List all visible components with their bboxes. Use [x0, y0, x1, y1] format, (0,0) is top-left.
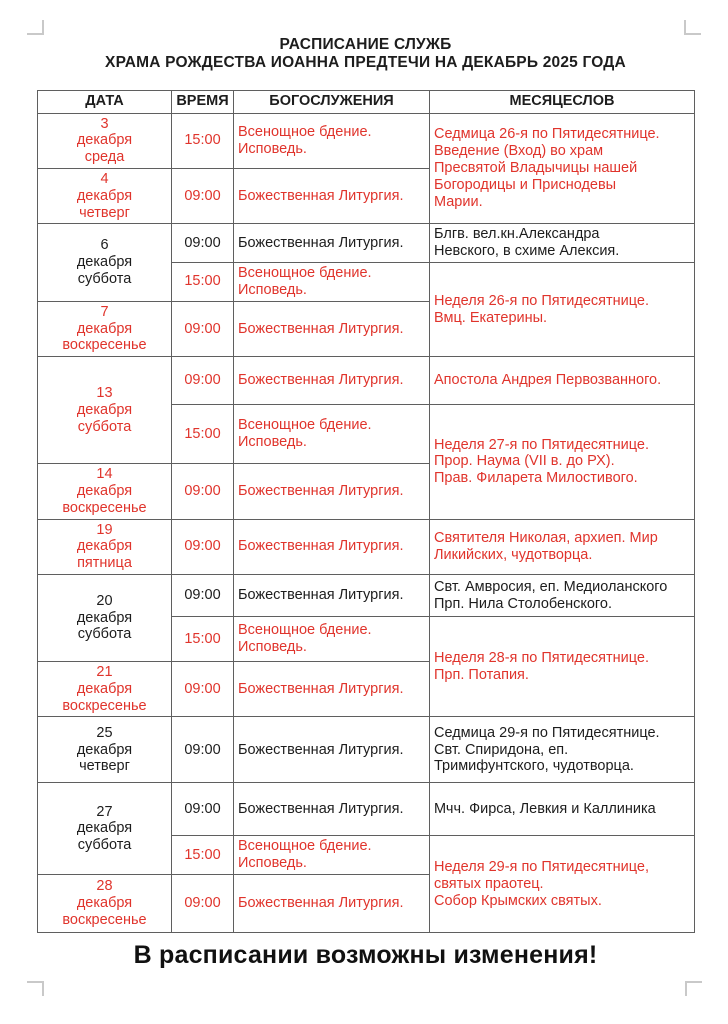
time-cell: 09:00: [171, 356, 234, 406]
page-title: РАСПИСАНИЕ СЛУЖБ ХРАМА РОЖДЕСТВА ИОАННА …: [37, 36, 694, 73]
time-cell: 09:00: [171, 782, 234, 837]
schedule-body: 3 декабря среда 15:00 Всенощное бдение. Испов…: [37, 112, 695, 934]
footer-note: В расписании возможны изменения!: [133, 941, 598, 970]
service-cell: Божественная Литургия.: [233, 716, 430, 784]
time-cell: 09:00: [171, 167, 234, 225]
date-cell: 14 декабря воскресенье: [37, 463, 172, 520]
header-row: ДАТА ВРЕМЯ БОГОСЛУЖЕНИЯ МЕСЯЦЕСЛОВ: [37, 89, 695, 114]
column-header-date: ДАТА: [37, 89, 172, 114]
table-row: 19 декабря пятница 09:00 Божественная Литург…: [37, 518, 695, 576]
time-cell: 09:00: [171, 574, 234, 617]
date-cell: 6 декабря суббота: [37, 223, 172, 302]
crop-mark-bottom-right-icon: [685, 981, 702, 996]
table-row: 4 декабря четверг 09:00 Божественная Литурги…: [37, 167, 695, 225]
date-cell: 19 декабря пятница: [37, 518, 172, 576]
menologion-cell: Неделя 28-я по Пятидесятнице. Прп. Потапи…: [429, 615, 695, 718]
date-cell: 21 декабря воскресенье: [37, 660, 172, 718]
table-row: 15:00 Всенощное бдение. Исповедь. Неделя 26…: [38, 262, 695, 358]
date-cell: 4 декабря четверг: [37, 167, 172, 225]
service-cell: Божественная Литургия.: [233, 782, 430, 837]
menologion-cell: Мчч. Фирса, Левкия и Каллиника: [429, 782, 695, 837]
service-cell: Божественная Литургия.: [233, 223, 430, 264]
table-row: 14 декабря воскресенье 09:00 Божественная Ли…: [37, 463, 695, 520]
menologion-cell: Апостола Андрея Первозванного.: [429, 356, 695, 406]
table-row: 6 декабря суббота 09:00 Божественная Литурги…: [37, 223, 695, 302]
time-cell: 09:00: [171, 463, 234, 520]
service-cell: Божественная Литургия.: [233, 574, 430, 617]
column-header-menologion: МЕСЯЦЕСЛОВ: [429, 89, 695, 114]
time-cell: 15:00: [171, 835, 234, 876]
menologion-cell: Седмица 26-я по Пятидесятнице. Введение (…: [429, 112, 695, 225]
time-cell: 09:00: [171, 518, 234, 576]
time-cell: 09:00: [171, 660, 234, 718]
menologion-cell: Неделя 26-я по Пятидесятнице. Вмц. Екатер…: [429, 262, 695, 358]
table-row: 13 декабря суббота 09:00 Божественная Литург…: [37, 356, 695, 465]
time-cell: 15:00: [171, 262, 234, 302]
time-cell: 15:00: [171, 616, 234, 662]
table-row: 28 декабря воскресенье 09:00 Божественная Ли…: [37, 874, 695, 934]
menologion-cell: Святителя Николая, архиеп. Мир Ликийских,…: [429, 518, 695, 576]
service-cell: Всенощное бдение. Исповедь.: [233, 616, 430, 662]
table-row: 7 декабря воскресенье 09:00 Божественная Лит…: [37, 300, 695, 358]
table-row: 15:00 Всенощное бдение. Исповедь. Неделя 28…: [38, 615, 695, 718]
date-cell: 13 декабря суббота: [37, 356, 172, 465]
table-row: 21 декабря воскресенье 09:00 Божественная Ли…: [37, 660, 695, 718]
service-cell: Божественная Литургия.: [233, 300, 430, 358]
date-cell: 20 декабря суббота: [37, 574, 172, 662]
crop-mark-top-left-icon: [27, 20, 44, 35]
table-row: 20 декабря суббота 09:00 Божественная Литург…: [37, 574, 695, 662]
time-cell: 09:00: [171, 300, 234, 358]
date-cell: 7 декабря воскресенье: [37, 300, 172, 358]
column-header-time: ВРЕМЯ: [171, 89, 234, 114]
service-cell: Божественная Литургия.: [233, 660, 430, 718]
schedule-table: ДАТА ВРЕМЯ БОГОСЛУЖЕНИЯ МЕСЯЦЕСЛОВ 3 дека…: [37, 89, 695, 934]
table-row: 3 декабря среда 15:00 Всенощное бдение. Испов…: [37, 112, 695, 225]
time-cell: 09:00: [171, 874, 234, 934]
service-cell: Всенощное бдение. Исповедь.: [233, 112, 430, 170]
crop-mark-top-right-icon: [684, 20, 701, 35]
service-cell: Божественная Литургия.: [233, 167, 430, 225]
page-title-line2: ХРАМА РОЖДЕСТВА ИОАННА ПРЕДТЕЧИ НА ДЕКАБ…: [105, 54, 626, 72]
page-title-line1: РАСПИСАНИЕ СЛУЖБ: [279, 36, 452, 53]
menologion-cell: Седмица 29-я по Пятидесятнице. Свт. Спири…: [429, 716, 695, 784]
menologion-cell: Неделя 27-я по Пятидесятнице. Прор. Наума…: [429, 404, 695, 520]
date-cell: 28 декабря воскресенье: [37, 874, 172, 934]
table-row: 25 декабря четверг 09:00 Божественная Литург…: [37, 716, 695, 784]
date-cell: 3 декабря среда: [37, 112, 172, 170]
service-cell: Всенощное бдение. Исповедь.: [233, 404, 430, 465]
crop-mark-bottom-left-icon: [27, 981, 44, 996]
column-header-services: БОГОСЛУЖЕНИЯ: [233, 89, 430, 114]
time-cell: 09:00: [171, 716, 234, 784]
table-header: ДАТА ВРЕМЯ БОГОСЛУЖЕНИЯ МЕСЯЦЕСЛОВ: [37, 89, 695, 114]
time-cell: 09:00: [171, 223, 234, 264]
table-row: 15:00 Всенощное бдение. Исповедь. Неделя 29…: [38, 835, 695, 934]
service-cell: Божественная Литургия.: [233, 356, 430, 406]
service-cell: Божественная Литургия.: [233, 518, 430, 576]
time-cell: 15:00: [171, 112, 234, 170]
menologion-cell: Неделя 29-я по Пятидесятнице, святых прао…: [429, 835, 695, 934]
service-cell: Всенощное бдение. Исповедь.: [233, 835, 430, 876]
date-cell: 27 декабря суббота: [37, 782, 172, 876]
service-cell: Божественная Литургия.: [233, 463, 430, 520]
time-cell: 15:00: [171, 404, 234, 465]
date-cell: 25 декабря четверг: [37, 716, 172, 784]
table-row: 27 декабря суббота 09:00 Божественная Литург…: [37, 782, 695, 876]
table-row: 15:00 Всенощное бдение. Исповедь. Неделя 27…: [38, 404, 695, 520]
service-cell: Всенощное бдение. Исповедь.: [233, 262, 430, 302]
menologion-cell: Свт. Амвросия, еп. Медиоланского Прп. Нил…: [429, 574, 695, 617]
service-cell: Божественная Литургия.: [233, 874, 430, 934]
menologion-cell: Блгв. вел.кн.Александра Невского, в схиме…: [429, 223, 695, 264]
